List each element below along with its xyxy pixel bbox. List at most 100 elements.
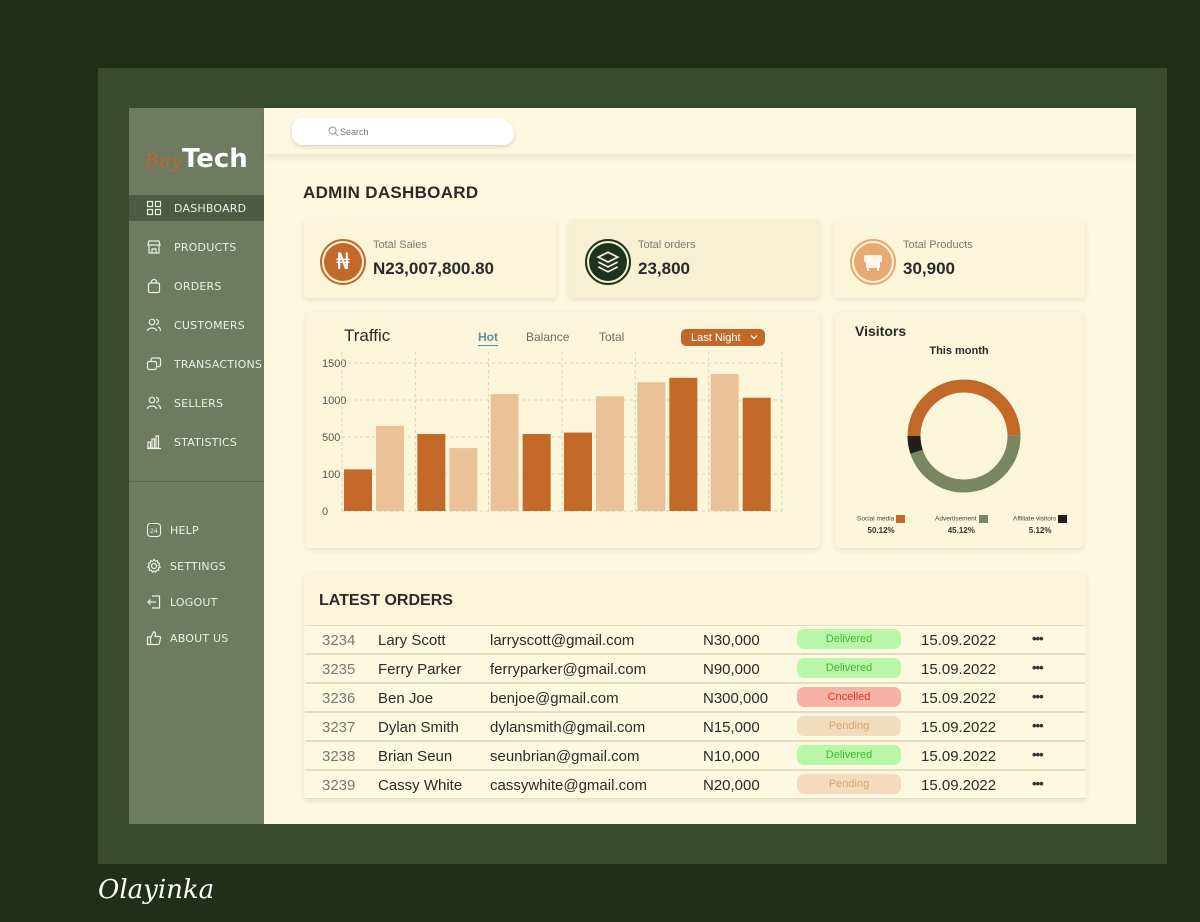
visitors-card: Visitors This month Social media 50.12% … <box>835 312 1083 548</box>
sidebar-item-orders[interactable]: ORDERS <box>129 273 264 299</box>
table-row[interactable]: 3237 Dylan Smith dylansmith@gmail.com N15,0… <box>305 712 1085 741</box>
stat-label: Total orders <box>638 239 696 251</box>
donut-slice[interactable] <box>907 379 1021 437</box>
customer-email: larryscott@gmail.com <box>490 632 635 649</box>
legend-pct: 45.12% <box>947 526 975 535</box>
y-tick-label: 500 <box>322 432 340 444</box>
top-bar <box>264 108 1136 154</box>
brand-logo-tech: Tech <box>181 144 248 174</box>
cards-icon <box>146 356 162 372</box>
traffic-bar[interactable] <box>449 448 478 511</box>
sidebar-item-products[interactable]: PRODUCTS <box>129 234 264 260</box>
sidebar-item-help[interactable]: 24 HELP <box>129 517 264 543</box>
order-date: 15.09.2022 <box>921 661 997 678</box>
table-row[interactable]: 3234 Lary Scott larryscott@gmail.com N30,00… <box>305 625 1085 654</box>
more-options-icon[interactable]: ••• <box>1032 660 1044 675</box>
gear-icon <box>146 558 162 574</box>
bag-icon <box>146 278 162 294</box>
traffic-bar[interactable] <box>417 434 446 511</box>
traffic-bar[interactable] <box>596 396 624 511</box>
traffic-bar[interactable] <box>564 432 592 511</box>
customer-email: seunbrian@gmail.com <box>490 748 640 765</box>
order-amount: N10,000 <box>703 748 760 765</box>
more-options-icon[interactable]: ••• <box>1032 776 1044 791</box>
sidebar-item-transactions[interactable]: TRANSACTIONS <box>129 351 264 377</box>
tab-total[interactable]: Total <box>599 330 625 344</box>
donut-slice[interactable] <box>907 435 923 454</box>
sidebar-item-statistics[interactable]: STATISTICS <box>129 429 264 455</box>
more-options-icon[interactable]: ••• <box>1032 747 1044 762</box>
table-row[interactable]: 3238 Brian Seun seunbrian@gmail.com N10,000… <box>305 741 1085 770</box>
sidebar-item-logout[interactable]: LOGOUT <box>129 589 264 615</box>
more-options-icon[interactable]: ••• <box>1032 689 1044 704</box>
sidebar-item-label: SELLERS <box>174 396 224 410</box>
traffic-bar[interactable] <box>344 469 372 511</box>
chevron-down-icon <box>750 335 758 340</box>
more-options-icon[interactable]: ••• <box>1032 718 1044 733</box>
sidebar-item-label: HELP <box>170 523 199 537</box>
traffic-bar[interactable] <box>669 377 698 511</box>
sidebar-item-settings[interactable]: SETTINGS <box>129 553 264 579</box>
traffic-bar[interactable] <box>376 425 404 511</box>
range-label: Last Night <box>691 331 741 344</box>
sidebar: BuyTech DASHBOARD PRODUCTS ORDERS CUSTOM… <box>129 108 264 824</box>
traffic-bar[interactable] <box>710 374 739 511</box>
grid-icon <box>146 200 162 216</box>
sidebar-divider <box>129 481 264 482</box>
stat-card-total-orders[interactable]: Total orders 23,800 <box>569 219 820 298</box>
search-input[interactable] <box>340 126 490 137</box>
tab-balance[interactable]: Balance <box>526 330 570 344</box>
layers-icon <box>585 239 631 285</box>
stat-card-total-products[interactable]: Total Products 30,900 <box>834 219 1085 298</box>
sidebar-item-label: STATISTICS <box>174 435 238 449</box>
customer-name: Lary Scott <box>378 632 446 649</box>
naira-icon: ₦ <box>320 239 366 285</box>
traffic-bar-chart: 0 100 500 1000 1500 <box>322 352 783 518</box>
customer-email: dylansmith@gmail.com <box>490 719 646 736</box>
sidebar-item-customers[interactable]: CUSTOMERS <box>129 312 264 338</box>
brand-logo[interactable]: BuyTech <box>145 144 248 174</box>
legend-label: Advertisement <box>935 515 977 523</box>
range-dropdown[interactable]: Last Night <box>681 329 765 346</box>
table-row[interactable]: 3239 Cassy White cassywhite@gmail.com N20,0… <box>305 770 1085 799</box>
sidebar-item-sellers[interactable]: SELLERS <box>129 390 264 416</box>
legend-swatch <box>896 515 906 523</box>
sidebar-item-label: TRANSACTIONS <box>174 357 263 371</box>
search-box[interactable] <box>292 118 514 145</box>
table-row[interactable]: 3236 Ben Joe benjoe@gmail.com N300,000 Cncel… <box>305 683 1085 712</box>
brand-logo-buy: Buy <box>145 150 182 172</box>
stat-card-total-sales[interactable]: ₦ Total Sales N23,007,800.80 <box>304 219 556 298</box>
naira-glyph: ₦ <box>336 249 350 275</box>
order-date: 15.09.2022 <box>921 777 997 794</box>
sidebar-item-dashboard[interactable]: DASHBOARD <box>129 195 264 221</box>
sidebar-item-label: DASHBOARD <box>174 201 247 215</box>
order-amount: N300,000 <box>703 690 769 707</box>
status-badge: Delivered <box>797 629 901 649</box>
store-front-icon <box>850 239 896 285</box>
order-id: 3239 <box>322 777 356 794</box>
customer-email: benjoe@gmail.com <box>490 690 619 707</box>
sidebar-item-about-us[interactable]: ABOUT US <box>129 625 264 651</box>
customer-email: cassywhite@gmail.com <box>490 777 647 794</box>
traffic-bar[interactable] <box>490 394 519 511</box>
customer-email: ferryparker@gmail.com <box>490 661 647 678</box>
traffic-bar[interactable] <box>522 434 551 511</box>
customer-name: Brian Seun <box>378 748 453 765</box>
legend-advertisement: Advertisement 45.12% <box>935 515 988 535</box>
table-row[interactable]: 3235 Ferry Parker ferryparker@gmail.com N90… <box>305 654 1085 683</box>
designer-signature: Olayinka <box>98 875 215 905</box>
legend-label: Affiliate visitors <box>1013 515 1057 523</box>
traffic-bar[interactable] <box>637 382 666 511</box>
order-amount: N20,000 <box>703 777 760 794</box>
tab-hot[interactable]: Hot <box>478 330 498 346</box>
order-id: 3238 <box>322 748 356 765</box>
legend-pct: 50.12% <box>867 526 895 535</box>
status-badge: Pending <box>797 774 901 794</box>
donut-slice[interactable] <box>910 435 1021 493</box>
sidebar-item-label: ABOUT US <box>170 631 229 645</box>
more-options-icon[interactable]: ••• <box>1032 631 1044 646</box>
traffic-bar[interactable] <box>742 397 771 511</box>
legend-affiliate-visitors: Affiliate visitors 5.12% <box>1013 515 1068 535</box>
customer-name: Ben Joe <box>378 690 434 707</box>
order-amount: N30,000 <box>703 632 760 649</box>
